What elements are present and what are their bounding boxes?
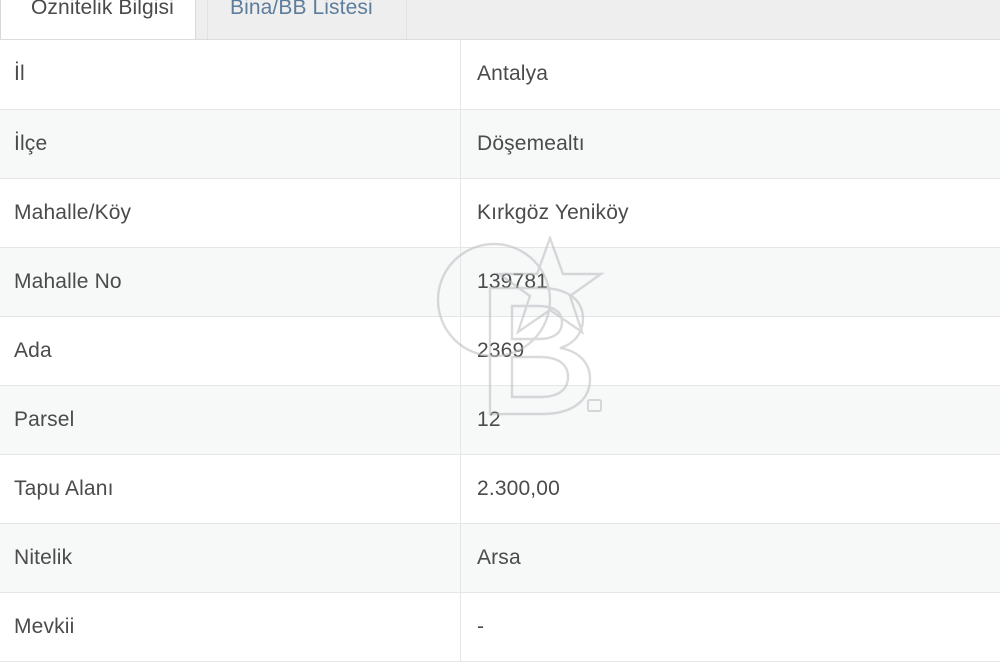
table-row: Tapu Alanı 2.300,00 — [0, 454, 1000, 524]
attribute-table-body: İl Antalya İlçe Döşemealtı Mahalle/Köy K… — [0, 40, 1000, 662]
row-value: 2.300,00 — [460, 454, 1000, 524]
row-value: 12 — [460, 385, 1000, 455]
table-row: Mahalle No 139781 — [0, 247, 1000, 317]
row-label: Ada — [0, 316, 461, 386]
row-value: 2369 — [460, 316, 1000, 386]
row-label: Mevkii — [0, 592, 461, 662]
table-row: Ada 2369 — [0, 316, 1000, 386]
tab-oznitelik-bilgisi[interactable]: Öznitelik Bilgisi — [0, 0, 196, 39]
row-label: Tapu Alanı — [0, 454, 461, 524]
row-value: Döşemealtı — [460, 109, 1000, 179]
tab-bina-bb-listesi[interactable]: Bina/BB Listesi — [207, 0, 407, 39]
row-label: Nitelik — [0, 523, 461, 593]
row-value: 139781 — [460, 247, 1000, 317]
table-row: Nitelik Arsa — [0, 523, 1000, 593]
row-value: - — [460, 592, 1000, 662]
table-row: İl Antalya — [0, 40, 1000, 110]
row-value: Kırkgöz Yeniköy — [460, 178, 1000, 248]
table-row: İlçe Döşemealtı — [0, 109, 1000, 179]
table-row: Mevkii - — [0, 592, 1000, 662]
attribute-table: İl Antalya İlçe Döşemealtı Mahalle/Köy K… — [0, 40, 1000, 662]
table-row: Parsel 12 — [0, 385, 1000, 455]
row-value: Arsa — [460, 523, 1000, 593]
row-label: İl — [0, 40, 461, 110]
row-label: Mahalle No — [0, 247, 461, 317]
table-row: Mahalle/Köy Kırkgöz Yeniköy — [0, 178, 1000, 248]
row-label: Mahalle/Köy — [0, 178, 461, 248]
tab-strip: Öznitelik Bilgisi Bina/BB Listesi — [0, 0, 1000, 40]
row-value: Antalya — [460, 40, 1000, 110]
row-label: Parsel — [0, 385, 461, 455]
row-label: İlçe — [0, 109, 461, 179]
